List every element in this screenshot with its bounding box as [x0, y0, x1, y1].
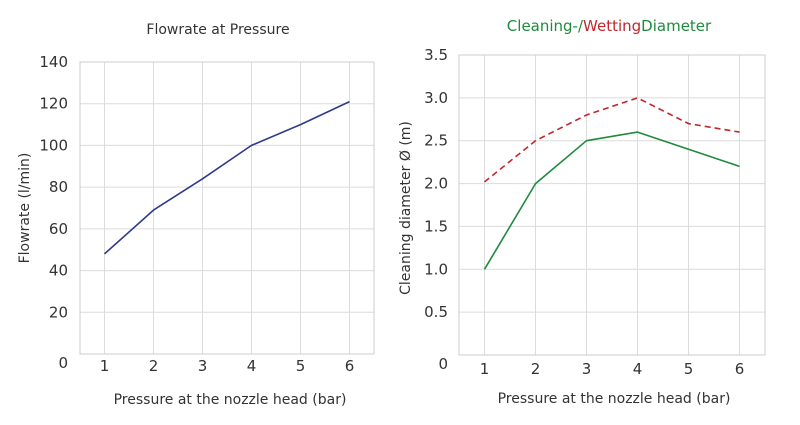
diameter-x-tick-label: 4: [633, 360, 643, 378]
diameter-y-tick-label: 2.5: [424, 132, 448, 150]
diameter-y-tick-label: 3.5: [424, 46, 448, 64]
diameter-chart-title: Cleaning-/WettingDiameter: [507, 17, 712, 35]
flowrate-x-axis-label: Pressure at the nozzle head (bar): [114, 392, 347, 408]
diameter-x-tick-label: 2: [531, 360, 541, 378]
diameter-y-tick-label: 3.0: [424, 89, 448, 107]
diameter-series: [483, 97, 740, 270]
flowrate-grid: [80, 61, 374, 355]
flowrate-x-ticks: 1 2 3 4 5 6: [100, 357, 355, 375]
diameter-y-ticks: 0 0.5 1.0 1.5 2.0 2.5 3.0 3.5: [424, 46, 448, 373]
flowrate-y-tick-label: 0: [58, 354, 68, 372]
flowrate-y-tick-label: 40: [49, 262, 68, 280]
diameter-y-tick-label: 2.0: [424, 175, 448, 193]
flowrate-chart-title: Flowrate at Pressure: [146, 22, 289, 38]
flowrate-chart: Flowrate at Pressure 0 20 40 60 80 100 120 1 4 0 …: [17, 22, 375, 408]
title-wetting-part: Wetting: [583, 17, 641, 35]
diameter-y-tick-label: 0: [438, 355, 448, 373]
flowrate-y-ticks: 0 20 40 60 80 100 120 140: [39, 53, 68, 372]
diameter-y-tick-label: 1.5: [424, 217, 448, 235]
diameter-x-tick-label: 1: [480, 360, 490, 378]
diameter-x-tick-label: 3: [582, 360, 592, 378]
flowrate-y-axis-label: Flowrate (l/min): [17, 153, 33, 264]
flowrate-y-tick-label: 20: [49, 303, 68, 321]
title-cleaning-part: Cleaning-/: [507, 17, 584, 35]
flowrate-x-tick-label: 1: [100, 357, 110, 375]
diameter-x-tick-label: 5: [684, 360, 694, 378]
flowrate-y-tick-label: 120: [39, 95, 68, 113]
diameter-grid: [459, 54, 765, 356]
flowrate-x-tick-label: 5: [296, 357, 306, 375]
flowrate-x-tick-label: 3: [198, 357, 208, 375]
flowrate-series-line: [103, 100, 350, 255]
diameter-y-tick-label: 0.5: [424, 303, 448, 321]
flowrate-y-tick-label: 140: [39, 53, 68, 71]
flowrate-y-tick-label: 100: [39, 136, 68, 154]
diameter-series-line: [483, 131, 740, 270]
flowrate-y-tick-label: 60: [49, 220, 68, 238]
diameter-y-axis-label: Cleaning diameter Ø (m): [398, 121, 414, 295]
diameter-series-line: [483, 97, 740, 183]
diameter-x-tick-label: 6: [735, 360, 745, 378]
diameter-y-tick-label: 1.0: [424, 260, 448, 278]
title-diameter-part: Diameter: [641, 17, 712, 35]
flowrate-x-tick-label: 6: [345, 357, 355, 375]
flowrate-x-tick-label: 2: [149, 357, 159, 375]
diameter-x-axis-label: Pressure at the nozzle head (bar): [498, 391, 731, 407]
flowrate-y-tick-label: 80: [49, 178, 68, 196]
diameter-x-ticks: 1 2 3 4 5 6: [480, 360, 745, 378]
flowrate-x-tick-label: 4: [247, 357, 257, 375]
flowrate-series: [103, 100, 350, 255]
flowrate-plot-frame: [79, 61, 375, 355]
diameter-plot-frame: [458, 54, 766, 356]
diameter-chart: Cleaning-/WettingDiameter 0 0.5 1.0 1.5 2.0 2…: [398, 17, 766, 407]
